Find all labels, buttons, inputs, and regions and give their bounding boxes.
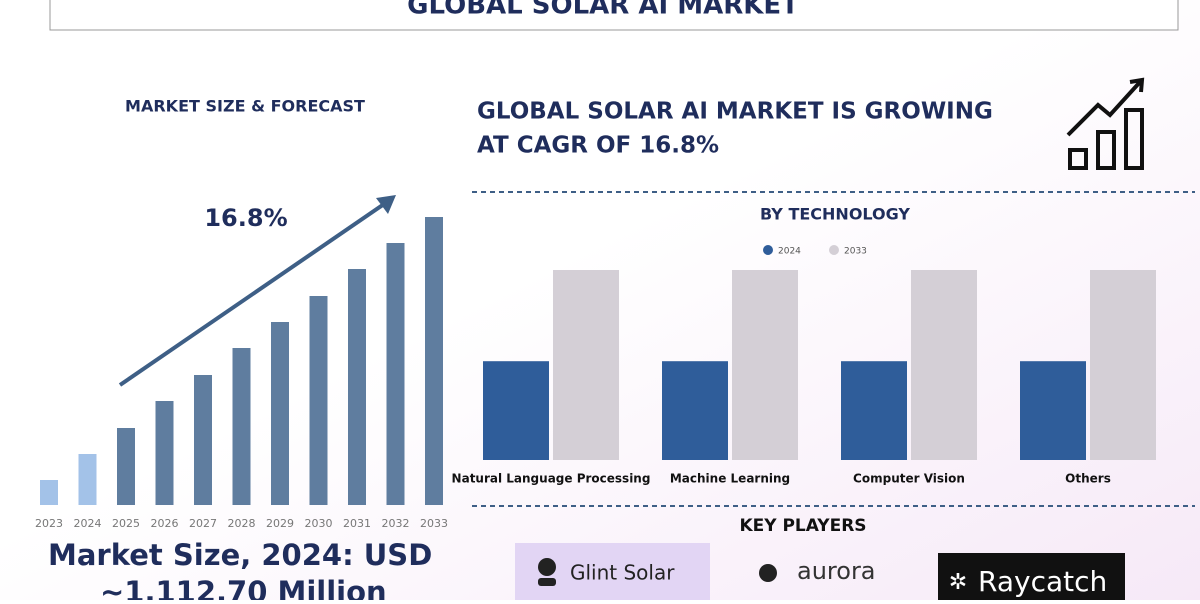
player-name: Raycatch [978, 565, 1107, 598]
chart-title: BY TECHNOLOGY [760, 205, 910, 224]
page-title: GLOBAL SOLAR AI MARKET [407, 0, 799, 21]
growth-arrow [118, 198, 392, 387]
x-tick-label: 2032 [382, 517, 410, 530]
logo-icon: ✲ [949, 570, 967, 595]
x-tick-label: 2030 [305, 517, 333, 530]
bar [386, 243, 405, 505]
bar [483, 361, 549, 460]
legend-label: 2024 [778, 247, 801, 257]
chart-title: MARKET SIZE & FORECAST [125, 97, 365, 116]
x-tick-label: 2033 [420, 517, 448, 530]
title-box [49, 0, 1179, 31]
bar [271, 322, 289, 505]
bar [841, 361, 907, 460]
x-tick-label: Machine Learning [670, 472, 790, 486]
x-tick-label: 2025 [112, 517, 140, 530]
legend-swatch [829, 245, 839, 255]
bar [1090, 270, 1156, 460]
x-tick-label: 2029 [266, 517, 294, 530]
bar [40, 480, 58, 505]
bar [78, 454, 97, 505]
bar [232, 348, 251, 505]
bar [553, 270, 619, 460]
growth-icon [1066, 77, 1145, 170]
x-tick-label: 2026 [151, 517, 179, 530]
x-tick-label: 2028 [228, 517, 256, 530]
x-tick-label: Natural Language Processing [452, 472, 651, 486]
legend-label: 2033 [844, 247, 867, 257]
x-tick-label: Computer Vision [853, 472, 965, 486]
logo-icon [759, 564, 777, 582]
bar [911, 270, 977, 460]
logo-box [938, 553, 1125, 603]
logo-icon [538, 578, 556, 586]
player-name: Glint Solar [570, 561, 675, 585]
bar [348, 269, 366, 505]
bar [117, 428, 135, 505]
x-tick-label: 2023 [35, 517, 63, 530]
bar [425, 217, 443, 505]
x-tick-label: 2031 [343, 517, 371, 530]
annotation: 16.8% [204, 204, 287, 232]
x-tick-label: Others [1065, 472, 1111, 486]
logo-icon [538, 558, 556, 576]
headline: GLOBAL SOLAR AI MARKET IS GROWING [477, 99, 993, 125]
bar [1020, 361, 1086, 460]
player-name: aurora [797, 557, 876, 585]
headline: AT CAGR OF 16.8% [477, 133, 719, 159]
bar [155, 401, 174, 505]
bar [309, 296, 328, 505]
market-size: Market Size, 2024: USD [48, 538, 432, 572]
bar [662, 361, 728, 460]
market-size: ~1,112.70 Million [100, 575, 387, 600]
legend-swatch [763, 245, 773, 255]
x-tick-label: 2024 [74, 517, 102, 530]
bar [732, 270, 798, 460]
arrow-head [376, 195, 396, 214]
bar [194, 375, 212, 505]
x-tick-label: 2027 [189, 517, 217, 530]
section-title: KEY PLAYERS [739, 516, 866, 536]
